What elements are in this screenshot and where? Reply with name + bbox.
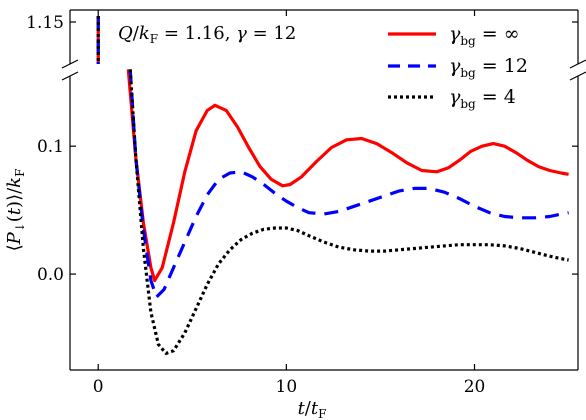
y-tick-label-1: 0.1: [37, 137, 64, 157]
axis-break-left-b: [61, 71, 79, 81]
x-tick-label-1: 10: [276, 377, 298, 397]
axis-break-right-b: [569, 71, 586, 81]
legend-label-12: γbg = 12: [449, 55, 528, 80]
x-tick-label-0: 0: [93, 377, 104, 397]
legend-label-4: γbg = 4: [449, 86, 516, 111]
series-line-1: [128, 69, 569, 299]
y-tick-label-upper: 1.15: [26, 13, 64, 33]
y-tick-label-0: 0.0: [37, 265, 64, 285]
x-tick-label-2: 20: [464, 377, 486, 397]
x-axis-label: t/tF: [298, 398, 327, 420]
series-line-2: [128, 69, 569, 355]
y-axis-label: ⟨P↓(t)⟩/kF: [4, 169, 27, 252]
axis-break-right-a: [569, 59, 586, 69]
legend: γbg = ∞ γbg = 12 γbg = 4: [388, 23, 528, 111]
axis-break-left-a: [61, 59, 79, 69]
annotation-text: Q/kF = 1.16, γ = 12: [118, 23, 296, 46]
series-layer: [96, 16, 569, 355]
ticks-layer: 0 10 20 0.0 0.1 1.15: [26, 10, 578, 397]
legend-label-inf: γbg = ∞: [449, 23, 520, 48]
axes-layer: [61, 9, 586, 371]
series-line-0: [126, 69, 569, 283]
